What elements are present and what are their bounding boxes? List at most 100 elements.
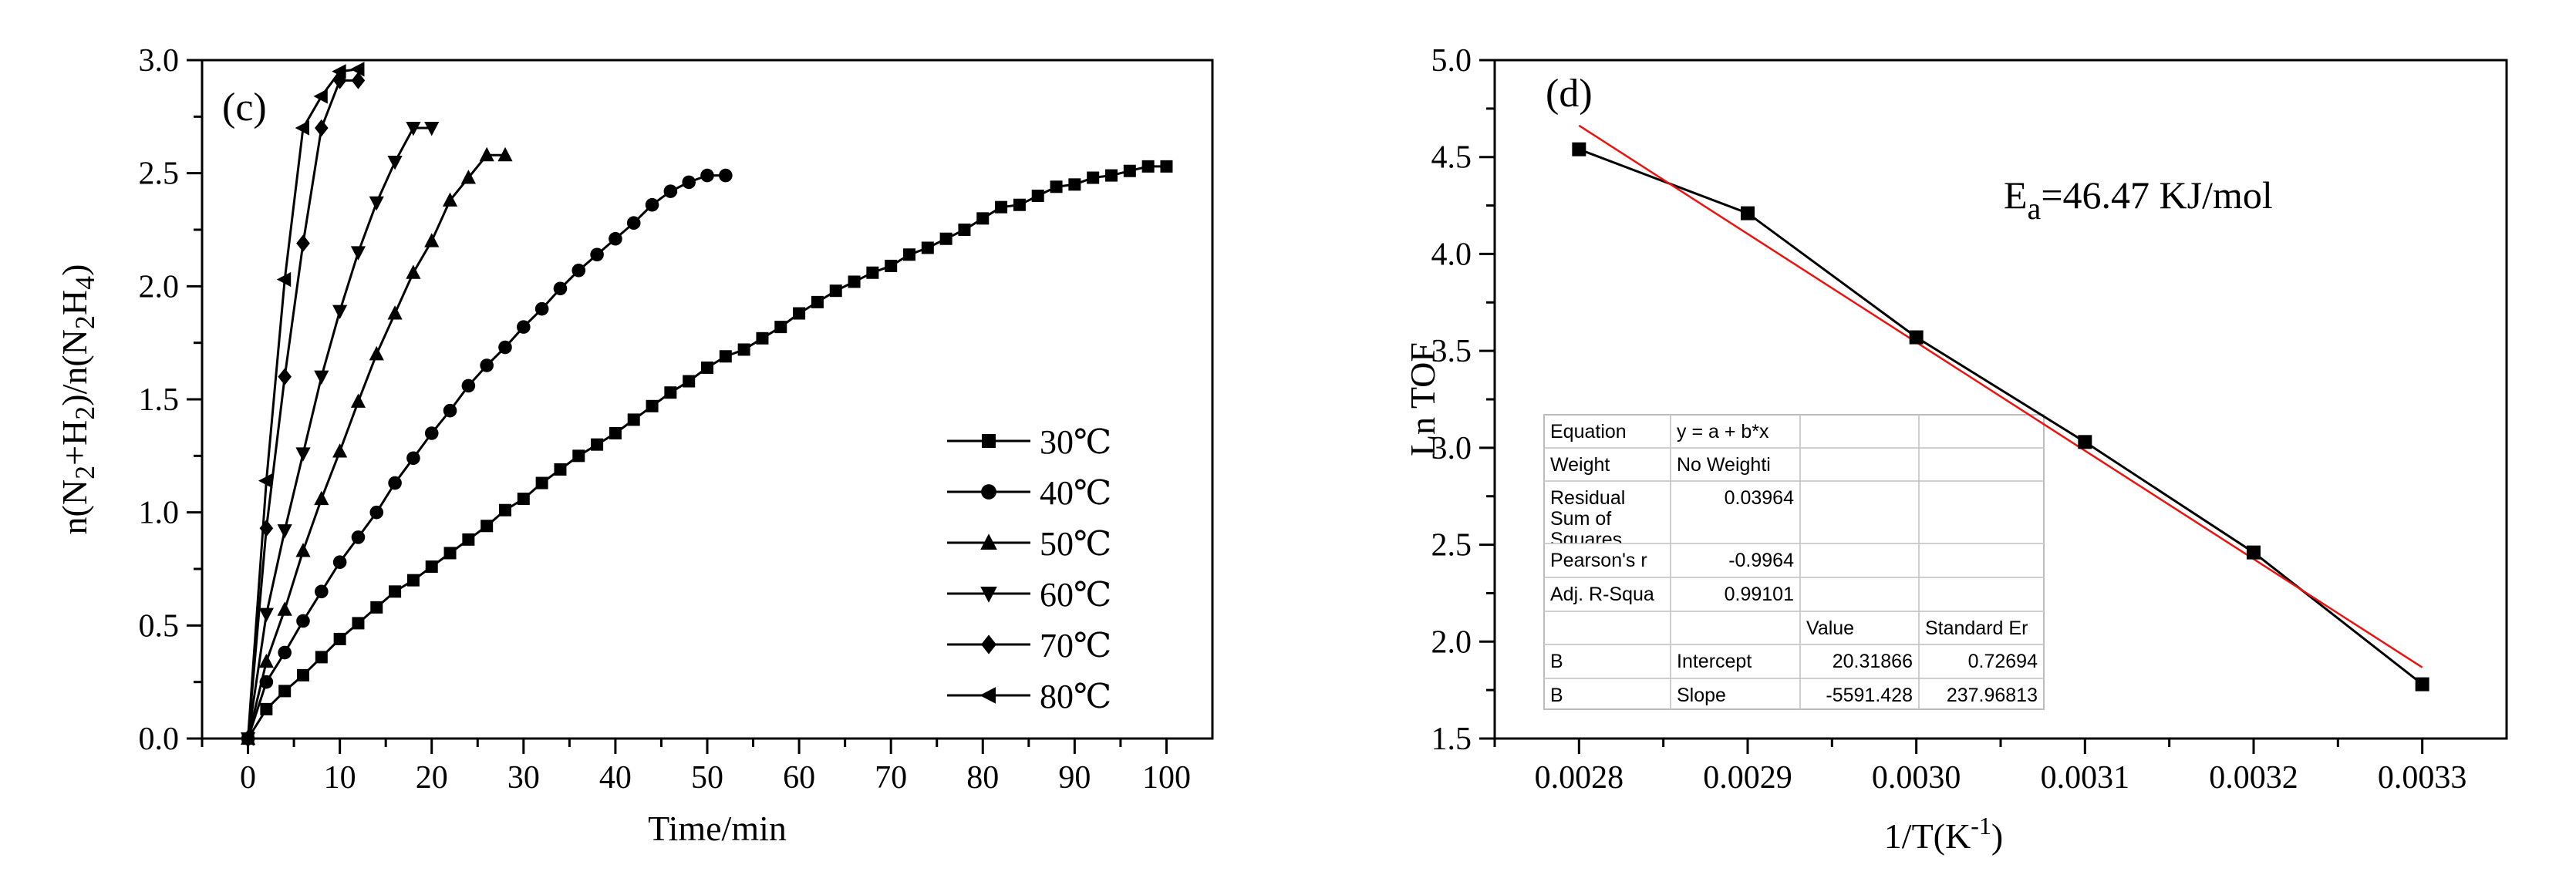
y-tick-label-d: 1.5 [1431,722,1472,757]
y-tick-label-d: 4.0 [1431,237,1472,272]
legend-marker [981,634,996,654]
data-point-lntof [2415,677,2429,692]
data-point-60℃ [277,524,292,539]
legend-c: 30℃ 40℃ 50℃ 60℃ 70℃ 80℃ [947,423,1111,715]
y-tick-label-d: 4.5 [1431,140,1472,176]
y-axis-title-part: H [55,290,94,315]
x-tick-label-c: 20 [416,760,448,796]
x-tick-label-c: 10 [324,760,356,796]
stats-cell-text: Standard Er [1925,617,2028,639]
data-point-30℃ [425,560,438,574]
series-line-60℃ [247,126,432,739]
data-point-30℃ [1068,178,1081,191]
data-point-70℃ [278,368,292,385]
stats-cell-line: Sum of [1550,508,1611,530]
data-point-60℃ [258,607,274,623]
data-point-60℃ [369,196,384,211]
data-point-40℃ [424,426,439,440]
data-point-lntof [1741,206,1755,220]
series-line-30℃ [247,165,1167,739]
stats-cell-text: 20.31866 [1833,651,1913,672]
x-axis-title-d: 1/T(K-1) [1884,812,2003,856]
data-point-30℃ [939,232,953,245]
data-point-80℃ [240,731,255,746]
data-point-40℃ [315,584,329,599]
y-axis-title-part: 2 [69,315,100,329]
data-point-30℃ [517,493,530,506]
data-point-30℃ [443,547,457,560]
stats-cell-text: Adj. R-Squa [1550,584,1654,605]
series-line-lntof [1578,148,2423,685]
data-point-30℃ [1123,164,1136,177]
y-tick-label-c: 1.5 [139,382,180,418]
stats-cell-text: Residual Sum of Squares [1550,487,1625,550]
data-point-40℃ [590,247,604,262]
x-tick-label-c: 100 [1142,760,1191,796]
data-point-50℃ [460,170,476,184]
y-tick-label-d: 3.5 [1431,334,1472,369]
data-point-30℃ [535,476,548,490]
data-point-50℃ [369,345,384,361]
stats-cell-text: 0.03964 [1725,487,1794,509]
stats-cell-text: Equation [1550,421,1627,443]
data-point-30℃ [278,685,292,698]
y-axis-title-part: 4 [69,276,100,290]
data-point-30℃ [1031,190,1044,202]
data-point-lntof [2247,545,2261,560]
data-point-30℃ [811,295,824,308]
stats-cell-text: B [1550,685,1563,706]
series-layer-c [240,62,1173,748]
x-axis-title-sup: -1 [1971,812,1991,840]
stats-cell-border [1918,678,2045,710]
x-tick-label-c: 90 [1058,760,1091,796]
data-point-40℃ [626,216,641,231]
stats-cell-text: -5591.428 [1826,685,1913,706]
y-tick-label-d: 2.0 [1431,624,1472,660]
data-point-lntof [2078,435,2092,449]
data-point-60℃ [424,122,440,136]
data-point-30℃ [756,331,769,345]
data-point-30℃ [352,617,365,630]
data-point-30℃ [389,585,402,598]
legend-marker [981,484,996,500]
stats-cell-line: Squares [1550,529,1622,550]
data-point-80℃ [350,62,365,77]
stats-cell-text: Pearson's r [1550,550,1647,571]
data-point-70℃ [332,72,347,89]
data-point-80℃ [276,271,292,288]
data-point-50℃ [497,146,513,162]
data-point-60℃ [387,156,403,170]
data-point-30℃ [1087,171,1100,184]
data-point-30℃ [609,427,622,439]
data-point-40℃ [645,197,659,212]
data-point-60℃ [314,370,329,385]
data-point-50℃ [314,490,329,506]
chart-panel-d: 0.0028 0.0029 0.0030 0.0031 0.0032 0.0033 1.5 2… [1403,43,2508,856]
x-tick-label-d: 0.0031 [2041,760,2130,796]
data-point-40℃ [609,231,622,246]
x-tick-label-d: 0.0032 [2209,760,2298,796]
x-tick-label-d: 0.0029 [1703,760,1792,796]
panel-label-d: (d) [1546,72,1593,116]
data-point-30℃ [701,361,713,374]
data-point-30℃ [995,200,1008,214]
data-point-30℃ [976,212,990,225]
data-point-30℃ [1050,180,1063,193]
y-axis-title-part: 2 [69,406,100,420]
y-axis-title-part: ) [55,264,94,276]
data-point-30℃ [315,651,328,664]
stats-cell-text: 0.99101 [1725,584,1794,605]
data-point-50℃ [442,192,458,207]
data-point-70℃ [315,119,329,137]
data-point-40℃ [351,530,366,544]
data-point-30℃ [793,307,806,320]
data-point-30℃ [572,449,585,463]
x-tick-label-c: 80 [966,760,999,796]
fit-stats-table: Equation y = a + b*x Weight No Weighti Resid… [1543,414,2045,710]
x-tick-label-c: 30 [507,760,540,796]
legend-label: 70℃ [1040,627,1111,665]
legend-marker [982,434,996,448]
data-point-30℃ [260,702,273,715]
y-tick-label-c: 1.0 [139,496,180,531]
